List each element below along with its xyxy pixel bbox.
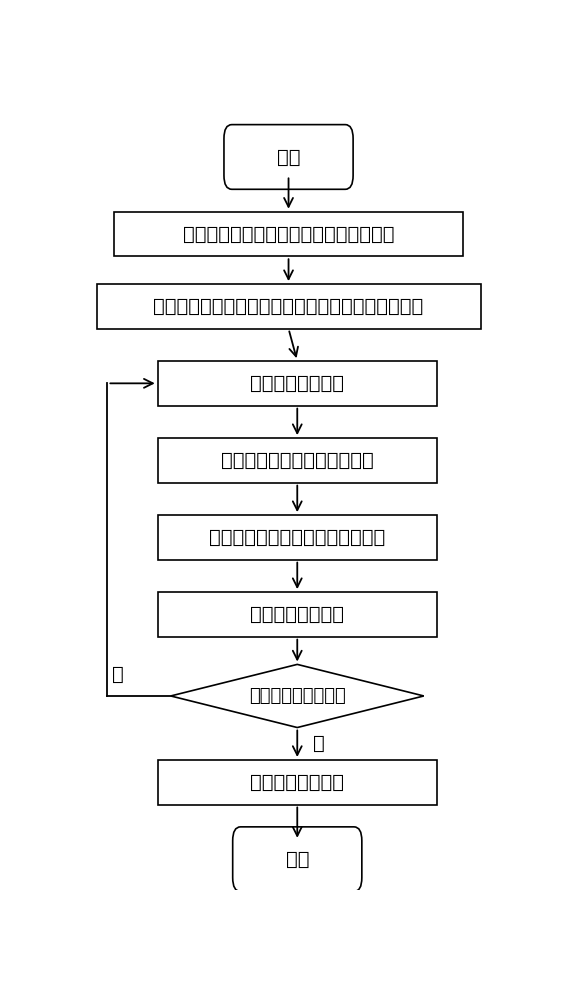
- Text: 更新历史最优水波: 更新历史最优水波: [251, 605, 344, 624]
- Bar: [97, 284, 480, 329]
- Text: 算法参数初始化，随机生成初始水波种群: 算法参数初始化，随机生成初始水波种群: [183, 224, 394, 243]
- Text: 水波的传递与折射: 水波的传递与折射: [251, 374, 344, 393]
- Text: 对目标值较差的水波进行变异: 对目标值较差的水波进行变异: [221, 451, 374, 470]
- Text: 输出历史最优水波: 输出历史最优水波: [251, 773, 344, 792]
- FancyBboxPatch shape: [233, 827, 362, 892]
- Bar: [158, 592, 437, 637]
- Bar: [158, 760, 437, 805]
- Text: 是: 是: [312, 734, 324, 753]
- Text: 否: 否: [112, 665, 123, 684]
- Text: 对目标值较好的水波进行局部搜索: 对目标值较好的水波进行局部搜索: [209, 528, 386, 547]
- Text: 是否达到停止条件？: 是否达到停止条件？: [249, 687, 346, 705]
- Bar: [158, 361, 437, 406]
- Text: 开始: 开始: [277, 147, 300, 166]
- Text: 对当前种群的每个水波进行评价并更新历史最优个体: 对当前种群的每个水波进行评价并更新历史最优个体: [153, 297, 424, 316]
- FancyBboxPatch shape: [224, 125, 353, 189]
- Bar: [158, 515, 437, 560]
- Text: 结束: 结束: [285, 850, 309, 869]
- Bar: [114, 212, 463, 256]
- Polygon shape: [171, 664, 424, 728]
- Bar: [158, 438, 437, 483]
